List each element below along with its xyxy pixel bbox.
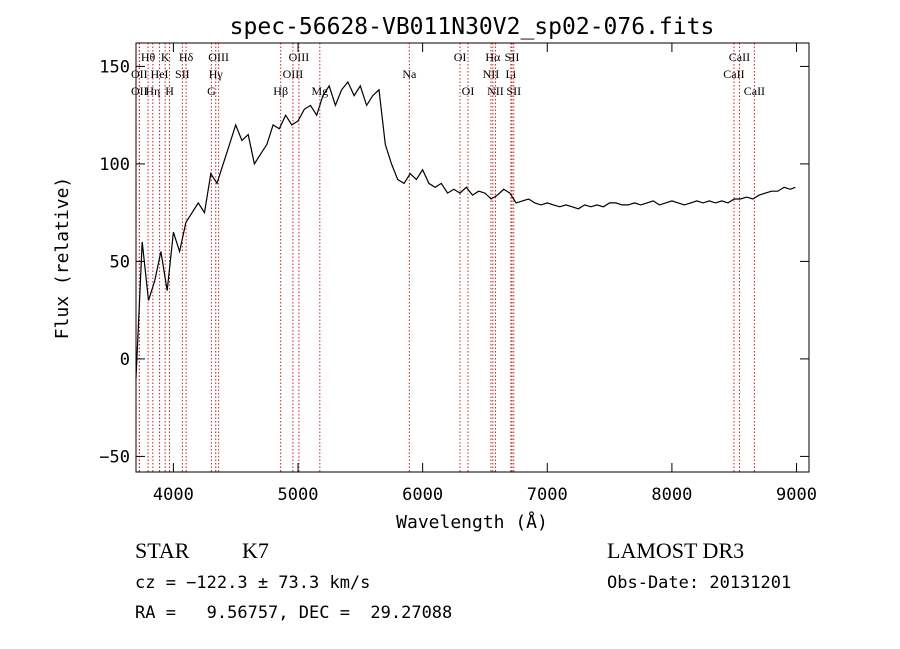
observation-date: Obs-Date: 20131201: [607, 573, 792, 593]
line-label-27: CaII: [744, 84, 765, 98]
y-tick-label-0: −50: [99, 447, 130, 467]
y-tick-label-3: 100: [99, 155, 130, 175]
line-label-25: CaII: [729, 50, 750, 64]
object-class: STAR: [135, 538, 190, 563]
object-subclass: K7: [242, 538, 269, 563]
line-label-17: OI: [454, 50, 467, 64]
line-label-18: OI: [462, 84, 475, 98]
line-label-21: NII: [483, 67, 500, 81]
line-label-5: Hη: [145, 84, 160, 98]
y-tick-label-4: 150: [99, 57, 130, 77]
sky-coordinates: RA = 9.56757, DEC = 29.27088: [135, 603, 453, 623]
survey-name: LAMOST DR3: [607, 538, 745, 563]
line-label-11: G: [207, 84, 216, 98]
y-tick-label-2: 50: [110, 252, 130, 272]
y-axis-label: Flux (relative): [52, 177, 73, 340]
x-tick-label-5: 9000: [776, 485, 817, 505]
line-label-14: Hβ: [273, 84, 288, 98]
line-label-2: OII: [131, 84, 148, 98]
x-tick-label-1: 5000: [278, 485, 319, 505]
x-axis-ticks: 4000 5000 6000 7000 8000 9000: [153, 43, 817, 505]
line-label-8: SII: [175, 67, 190, 81]
redshift-velocity: cz = −122.3 ± 73.3 km/s: [135, 573, 371, 593]
x-tick-label-3: 7000: [527, 485, 568, 505]
line-label-26: CaII: [723, 67, 744, 81]
line-label-22: Li: [506, 67, 517, 81]
line-label-3: K: [161, 50, 170, 64]
line-label-16: Na: [402, 67, 417, 81]
line-label-13: OIII: [283, 67, 304, 81]
spectral-line-markers: [138, 43, 755, 472]
line-label-9: OIII: [208, 50, 229, 64]
line-label-1: OII: [131, 67, 148, 81]
flux-line: [135, 80, 796, 379]
line-label-4: HeI: [151, 67, 169, 81]
x-tick-label-2: 6000: [402, 485, 443, 505]
flux-series: [135, 80, 796, 379]
line-label-23: NII: [487, 84, 504, 98]
line-label-0: Hθ: [141, 50, 156, 64]
chart-title: spec-56628-VB011N30V2_sp02-076.fits: [230, 14, 715, 40]
y-tick-label-1: 0: [120, 350, 130, 370]
y-axis-ticks: −50 0 50 100 150: [99, 57, 809, 467]
plot-frame: [135, 42, 810, 473]
line-label-19: Hα: [485, 50, 501, 64]
x-axis-label: Wavelength (Å): [396, 511, 548, 533]
line-label-20: SII: [505, 50, 520, 64]
line-label-6: H: [165, 84, 174, 98]
x-tick-label-4: 8000: [651, 485, 692, 505]
line-label-12: OIII: [289, 50, 310, 64]
line-label-24: SII: [506, 84, 521, 98]
x-tick-label-0: 4000: [153, 485, 194, 505]
line-label-10: Hγ: [209, 67, 224, 81]
line-label-7: Hδ: [179, 50, 194, 64]
